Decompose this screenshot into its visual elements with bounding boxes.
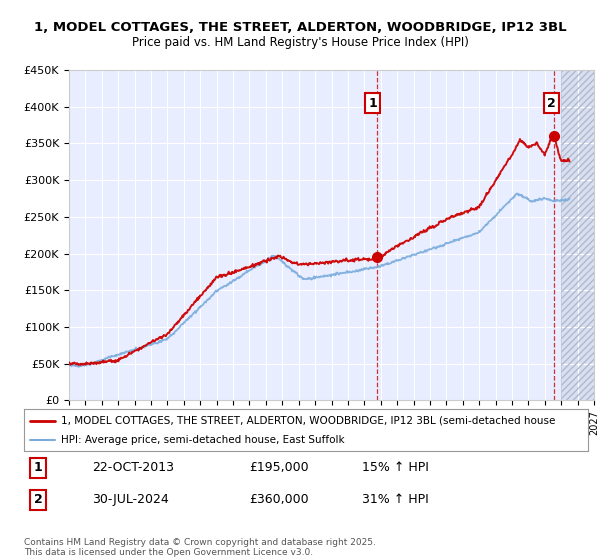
Text: 30-JUL-2024: 30-JUL-2024	[92, 493, 169, 506]
Text: 2: 2	[547, 96, 556, 110]
Text: Contains HM Land Registry data © Crown copyright and database right 2025.
This d: Contains HM Land Registry data © Crown c…	[24, 538, 376, 557]
Text: 2: 2	[34, 493, 43, 506]
Text: 15% ↑ HPI: 15% ↑ HPI	[362, 461, 429, 474]
Text: 1, MODEL COTTAGES, THE STREET, ALDERTON, WOODBRIDGE, IP12 3BL: 1, MODEL COTTAGES, THE STREET, ALDERTON,…	[34, 21, 566, 34]
Text: £195,000: £195,000	[250, 461, 309, 474]
Text: 31% ↑ HPI: 31% ↑ HPI	[362, 493, 429, 506]
Text: 22-OCT-2013: 22-OCT-2013	[92, 461, 173, 474]
Bar	[561, 70, 594, 400]
Text: £360,000: £360,000	[250, 493, 309, 506]
Text: Price paid vs. HM Land Registry's House Price Index (HPI): Price paid vs. HM Land Registry's House …	[131, 36, 469, 49]
Text: 1: 1	[34, 461, 43, 474]
Text: 1, MODEL COTTAGES, THE STREET, ALDERTON, WOODBRIDGE, IP12 3BL (semi-detached hou: 1, MODEL COTTAGES, THE STREET, ALDERTON,…	[61, 416, 555, 426]
Text: HPI: Average price, semi-detached house, East Suffolk: HPI: Average price, semi-detached house,…	[61, 435, 344, 445]
Text: 1: 1	[368, 96, 377, 110]
Bar	[561, 70, 594, 400]
